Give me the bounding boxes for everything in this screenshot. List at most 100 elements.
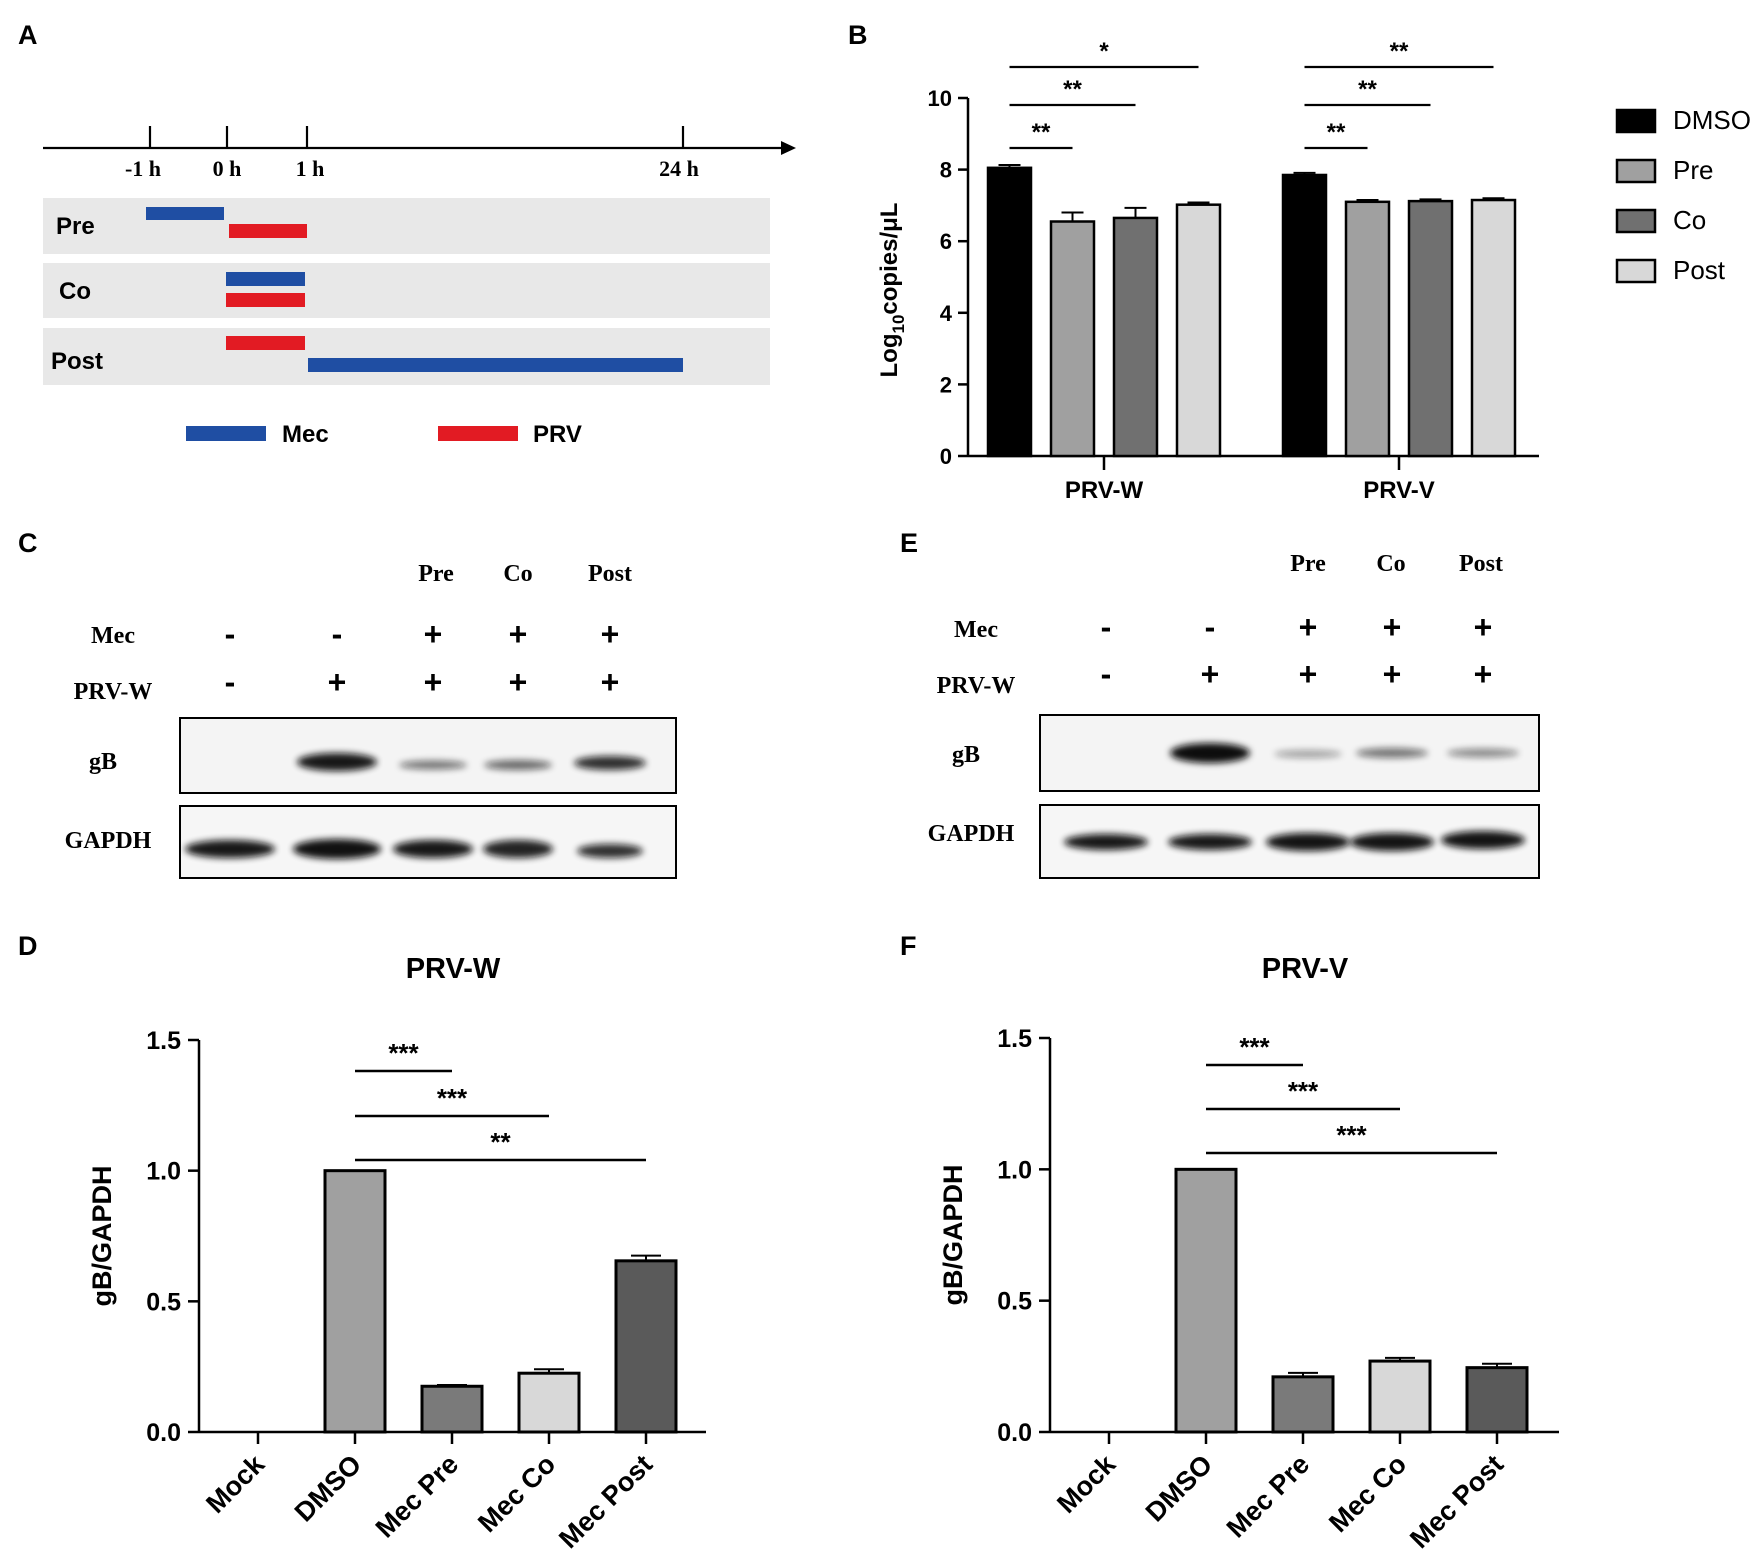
sign-prv-w-lane-4: + — [509, 664, 528, 700]
gapdh-band-lane-1 — [185, 840, 275, 858]
panel-b-legend-label-pre: Pre — [1673, 155, 1713, 185]
panel-e-condition-pre: Pre — [1290, 551, 1326, 577]
legend-prv-swatch — [438, 426, 518, 441]
panel-f-significance-label: *** — [1288, 1076, 1319, 1106]
panel-e-row-label-mec: Mec — [954, 617, 998, 643]
panel-label-c: C — [18, 528, 38, 558]
panel-b-ylabel-rest: copies/μL — [876, 203, 903, 315]
panel-b-ytick-label: 0 — [940, 444, 952, 469]
panel-c-condition-post: Post — [588, 561, 632, 587]
sign-mec-lane-5: + — [1474, 609, 1493, 645]
panel-b-significance-label: ** — [1032, 119, 1051, 146]
panel-a-timeline: -1 h 0 h 1 h 24 h Pre Co Post Mec PRV — [43, 126, 796, 448]
panel-f-category-mock: Mock — [1051, 1448, 1122, 1519]
panel-f-bar-mec-post — [1465, 1366, 1529, 1434]
panel-d-bar-mec-pre — [420, 1384, 484, 1434]
panel-d-significance-label: ** — [490, 1127, 511, 1157]
panel-b-ytick-label: 8 — [940, 158, 952, 183]
panel-b-bar-prv-w-pre — [1049, 220, 1096, 458]
panel-e-blot-label-gapdh: GAPDH — [928, 821, 1015, 847]
panel-b-bar-prv-w-post — [1175, 203, 1222, 458]
gb-band-lane-2 — [297, 753, 377, 771]
row-co-background — [43, 263, 770, 318]
panel-f-category-mec-post: Mec Post — [1404, 1449, 1509, 1554]
row-label-post: Post — [51, 348, 103, 375]
panel-b-legend-swatch-pre — [1615, 158, 1657, 184]
panel-b-significance-label: * — [1099, 38, 1109, 65]
panel-d-ytick-label: 1.0 — [146, 1158, 181, 1186]
row-pre-background — [43, 198, 770, 254]
panel-e-sign-grid: - - + + + - + + + + — [1101, 609, 1493, 692]
panel-b-legend-label-co: Co — [1673, 205, 1706, 235]
panel-f-ylabel: gB/GAPDH — [938, 1165, 968, 1306]
gb-band-lane-5 — [1447, 748, 1519, 758]
panel-c-row-label-mec: Mec — [91, 623, 135, 649]
panel-c-gb-membrane — [179, 717, 677, 794]
panel-f-category-mec-pre: Mec Pre — [1221, 1449, 1315, 1543]
panel-c-condition-co: Co — [503, 561, 532, 587]
panel-d-bar-mec-co — [517, 1371, 581, 1434]
panel-label-d: D — [18, 931, 38, 961]
panel-d-significance-label: *** — [437, 1083, 468, 1113]
sign-mec-lane-1: - — [225, 616, 236, 652]
gapdh-band-lane-3 — [393, 840, 473, 858]
row-label-pre: Pre — [56, 213, 95, 240]
sign-prv-w-lane-3: + — [1299, 656, 1318, 692]
panel-b-ytick-label: 4 — [940, 301, 953, 326]
pre-prv-bar — [229, 224, 307, 238]
panel-b-legend-label-post: Post — [1673, 255, 1726, 285]
panel-b-ylabel-sub: 10 — [889, 315, 908, 334]
panel-b-bar-prv-w-co — [1112, 216, 1159, 458]
panel-b-ylabel-log: Log — [876, 333, 903, 377]
gapdh-band-lane-1 — [1064, 834, 1148, 850]
panel-f-title: PRV-V — [1262, 953, 1349, 985]
co-mec-bar — [226, 272, 305, 286]
sign-prv-w-lane-5: + — [1474, 656, 1493, 692]
sign-mec-lane-4: + — [1383, 609, 1402, 645]
sign-mec-lane-2: - — [332, 616, 343, 652]
panel-b-significance-label: ** — [1358, 76, 1377, 103]
sign-mec-lane-3: + — [1299, 609, 1318, 645]
panel-f-ytick-label: 0.5 — [997, 1288, 1032, 1316]
panel-f-significance-label: *** — [1336, 1120, 1367, 1150]
panel-b-significance-label: ** — [1327, 119, 1346, 146]
panel-b-category-prv-v: PRV-V — [1363, 477, 1435, 504]
panel-b-ylabel: Log10copies/μL — [876, 203, 908, 378]
gb-band-lane-3 — [399, 760, 467, 770]
tick-label-1h: 1 h — [296, 156, 325, 181]
row-post-background — [43, 328, 770, 385]
panel-label-e: E — [900, 528, 918, 558]
panel-d-chart: PRV-W gB/GAPDH 0.0 0.5 1.0 1.5 Mock DMSO Mec Pre… — [87, 953, 706, 1554]
panel-d-ytick-label: 1.5 — [146, 1027, 181, 1055]
panel-b-bar-prv-v-post — [1470, 198, 1517, 458]
sign-mec-lane-3: + — [424, 616, 443, 652]
panel-d-bar-dmso — [323, 1169, 387, 1434]
gb-band-lane-4 — [1356, 748, 1428, 758]
gb-band-lane-2 — [1170, 743, 1250, 763]
time-axis-arrowhead — [781, 141, 796, 155]
panel-c-blot: Pre Co Post Mec PRV-W - - + + + - + + + + gB GAPD… — [65, 561, 677, 879]
post-mec-bar — [308, 358, 683, 372]
panel-e-row-label-prvw: PRV-W — [937, 673, 1016, 699]
sign-mec-lane-4: + — [509, 616, 528, 652]
panel-b-bar-prv-w-dmso — [986, 166, 1033, 458]
panel-label-f: F — [900, 931, 917, 961]
panel-f-bar-dmso — [1174, 1167, 1238, 1434]
panel-f-bar-mec-co — [1368, 1359, 1432, 1434]
gapdh-band-lane-5 — [577, 844, 643, 858]
panel-c-gapdh-membrane — [179, 805, 677, 879]
panel-label-a: A — [18, 20, 38, 50]
panel-b-bar-prv-v-co — [1407, 199, 1454, 458]
panel-e-condition-co: Co — [1376, 551, 1405, 577]
panel-b-legend-swatch-co — [1615, 208, 1657, 234]
panel-b-category-prv-w: PRV-W — [1065, 477, 1144, 504]
panel-e-blot-label-gb: gB — [952, 742, 980, 768]
panel-b-legend-label-dmso: DMSO — [1673, 105, 1751, 135]
panel-d-category-mec-pre: Mec Pre — [370, 1449, 464, 1543]
gapdh-band-lane-2 — [293, 839, 381, 859]
panel-d-significance-label: *** — [388, 1038, 419, 1068]
legend-mec-swatch — [186, 426, 266, 441]
panel-c-blot-label-gapdh: GAPDH — [65, 828, 152, 854]
panel-c-row-label-prvw: PRV-W — [74, 679, 153, 705]
